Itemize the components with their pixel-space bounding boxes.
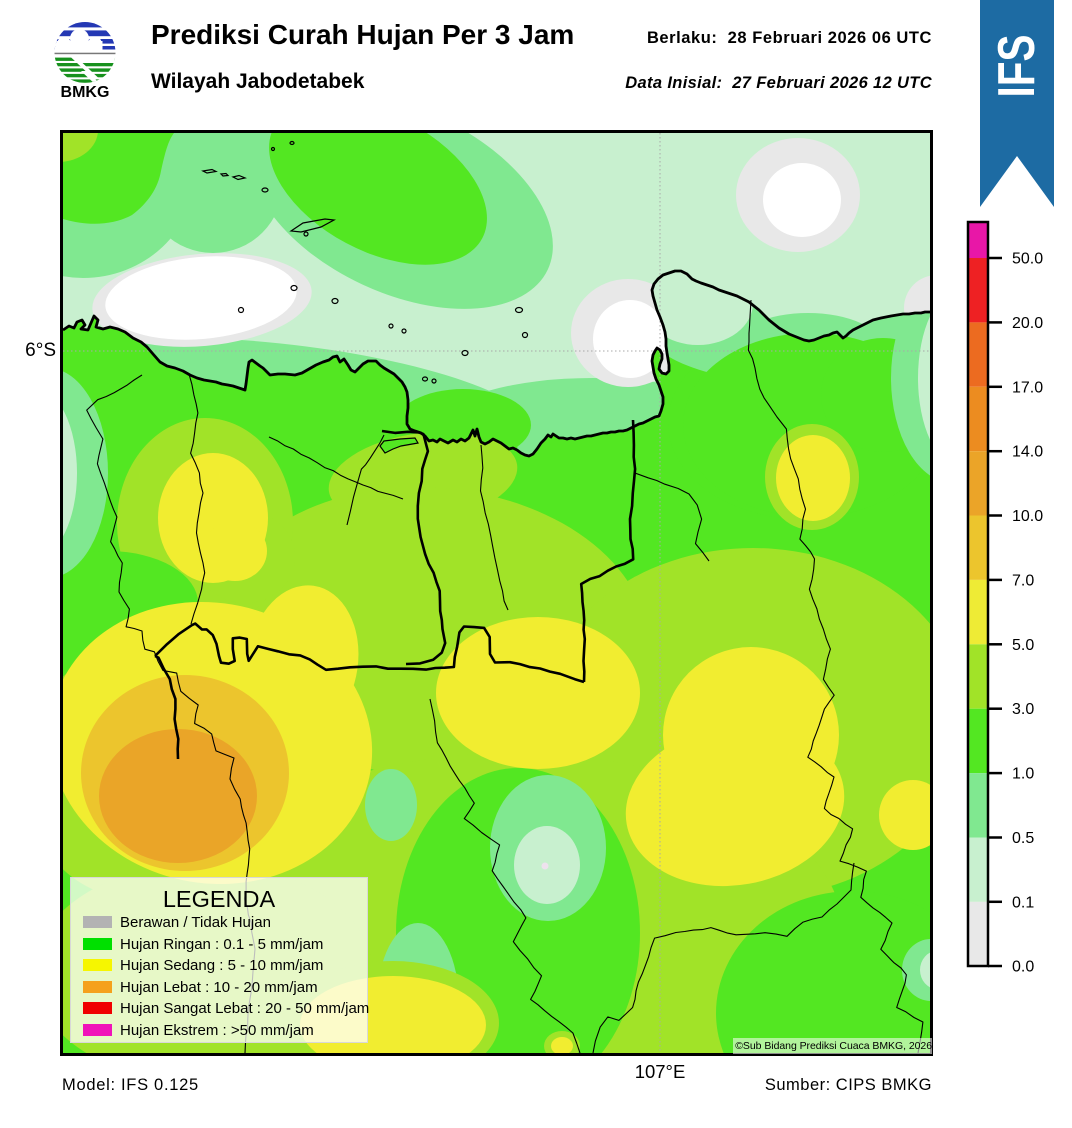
svg-text:10.0: 10.0 (1012, 508, 1043, 525)
svg-text:20.0: 20.0 (1012, 315, 1043, 332)
svg-text:0.0: 0.0 (1012, 959, 1034, 976)
svg-text:0.5: 0.5 (1012, 830, 1034, 847)
svg-text:0.1: 0.1 (1012, 894, 1034, 911)
svg-text:1.0: 1.0 (1012, 766, 1034, 783)
svg-text:17.0: 17.0 (1012, 379, 1043, 396)
svg-text:3.0: 3.0 (1012, 701, 1034, 718)
svg-text:5.0: 5.0 (1012, 637, 1034, 654)
svg-text:IFS: IFS (988, 35, 1046, 98)
svg-text:50.0: 50.0 (1012, 251, 1043, 268)
svg-text:14.0: 14.0 (1012, 444, 1043, 461)
svg-text:7.0: 7.0 (1012, 572, 1034, 589)
